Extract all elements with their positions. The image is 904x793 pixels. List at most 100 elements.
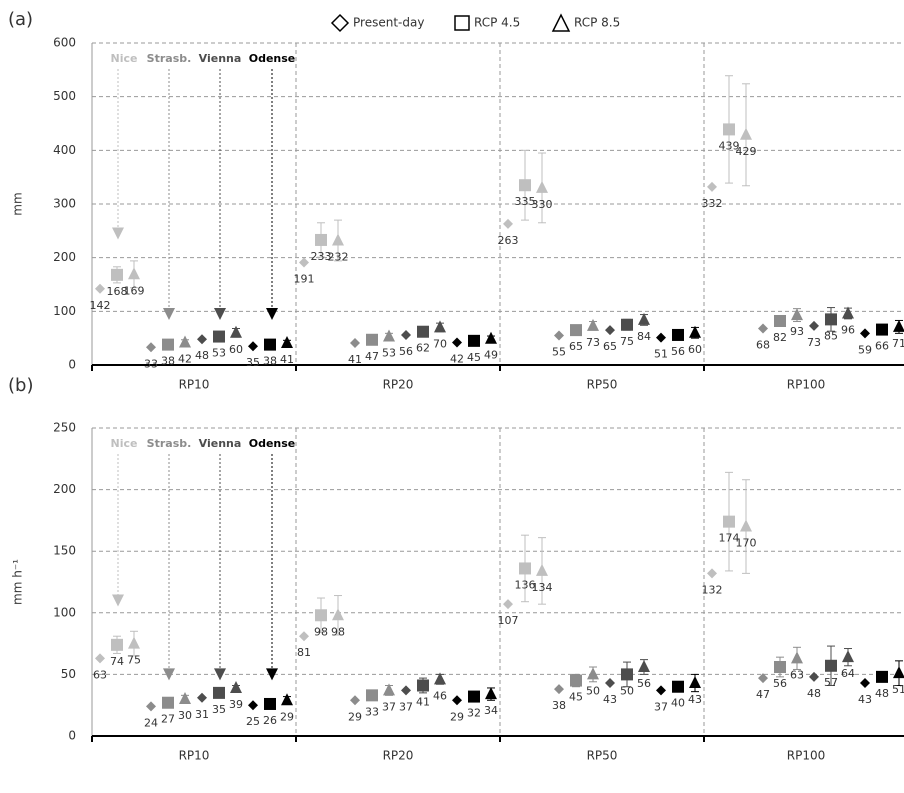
data-label: 50	[586, 684, 600, 697]
city-label: Strasb.	[147, 437, 192, 450]
data-label: 46	[433, 689, 447, 702]
data-label: 47	[365, 350, 379, 363]
data-label: 64	[841, 667, 855, 680]
data-label: 74	[110, 655, 124, 668]
triangle-marker	[281, 693, 293, 706]
triangle-marker	[842, 650, 854, 663]
triangle-marker	[893, 319, 904, 332]
square-marker	[315, 233, 327, 246]
square-marker	[468, 334, 480, 347]
square-marker	[825, 659, 837, 672]
triangle-marker	[485, 687, 497, 700]
diamond-marker	[95, 653, 105, 664]
data-label: 57	[824, 676, 838, 689]
square-marker	[519, 562, 531, 575]
data-label: 43	[688, 693, 702, 706]
y-tick-label: 150	[53, 544, 76, 558]
data-label: 332	[702, 197, 723, 210]
data-label: 25	[246, 715, 260, 728]
data-label: 60	[688, 343, 702, 356]
triangle-marker	[332, 233, 344, 246]
diamond-marker	[554, 330, 564, 341]
data-label: 98	[331, 625, 345, 638]
panel-label: (a)	[8, 9, 33, 30]
square-marker	[417, 679, 429, 692]
data-label: 65	[569, 340, 583, 353]
data-label: 42	[178, 352, 192, 365]
data-label: 98	[314, 625, 328, 638]
diamond-marker	[299, 257, 309, 268]
data-label: 32	[467, 707, 481, 720]
square-marker	[876, 670, 888, 683]
y-tick-label: 0	[68, 729, 76, 743]
triangle-marker	[536, 563, 548, 576]
data-label: 48	[807, 687, 821, 700]
y-tick-label: 300	[53, 197, 76, 211]
triangle-marker	[638, 660, 650, 673]
square-marker	[876, 323, 888, 336]
square-marker	[672, 328, 684, 341]
data-label: 82	[773, 331, 787, 344]
data-label: 41	[416, 695, 430, 708]
diamond-marker	[350, 695, 360, 706]
data-label: 29	[280, 710, 294, 723]
square-marker	[111, 268, 123, 281]
data-label: 29	[348, 710, 362, 723]
data-label: 429	[736, 145, 757, 158]
data-label: 73	[807, 336, 821, 349]
data-label: 43	[603, 693, 617, 706]
data-label: 85	[824, 329, 838, 342]
legend-triangle	[551, 13, 571, 32]
triangle-marker	[740, 519, 752, 532]
diamond-marker	[503, 218, 513, 229]
square-marker	[570, 324, 582, 337]
diamond-marker	[299, 631, 309, 642]
x-tick-label: RP20	[383, 378, 414, 392]
data-label: 37	[382, 700, 396, 713]
data-label: 93	[790, 325, 804, 338]
diamond-marker	[146, 701, 156, 712]
diamond-marker	[809, 320, 819, 331]
data-label: 71	[892, 337, 904, 350]
square-marker	[162, 338, 174, 351]
data-label: 191	[294, 272, 315, 285]
diamond-marker	[197, 334, 207, 345]
square-marker	[519, 179, 531, 192]
diamond-marker	[146, 342, 156, 353]
data-label: 37	[399, 700, 413, 713]
x-tick-label: RP50	[587, 378, 618, 392]
x-tick-label: RP100	[787, 749, 825, 763]
square-marker	[723, 123, 735, 136]
data-label: 132	[702, 583, 723, 596]
data-label: 29	[450, 710, 464, 723]
data-label: 232	[328, 250, 349, 263]
y-tick-label: 50	[61, 667, 76, 681]
city-label: Nice	[111, 52, 138, 65]
data-label: 174	[719, 532, 740, 545]
data-label: 40	[671, 697, 685, 710]
city-label: Nice	[111, 437, 138, 450]
triangle-marker	[383, 683, 395, 696]
square-marker	[774, 661, 786, 674]
square-marker	[621, 668, 633, 681]
square-marker	[417, 325, 429, 338]
city-label: Vienna	[199, 52, 242, 65]
x-tick-label: RP10	[179, 749, 210, 763]
data-label: 75	[127, 654, 141, 667]
city-label: Odense	[249, 437, 296, 450]
square-marker	[366, 689, 378, 702]
y-tick-label: 200	[53, 482, 76, 496]
triangle-marker	[230, 680, 242, 693]
arrow-head	[266, 668, 278, 681]
square-marker	[366, 333, 378, 346]
arrow-head	[163, 668, 175, 681]
data-label: 56	[399, 345, 413, 358]
diamond-marker	[452, 337, 462, 348]
panel-label: (b)	[8, 375, 33, 396]
x-tick-label: RP10	[179, 378, 210, 392]
diamond-marker	[758, 323, 768, 334]
data-label: 48	[195, 349, 209, 362]
legend-diamond	[330, 13, 350, 33]
